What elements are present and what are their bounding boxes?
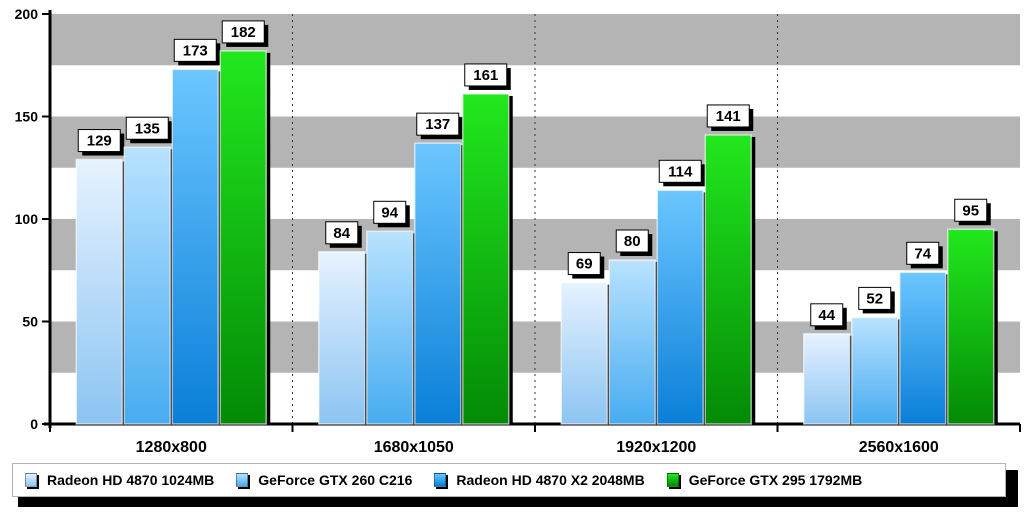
data-label-box bbox=[954, 198, 988, 222]
data-label-box bbox=[373, 200, 407, 224]
bar bbox=[947, 228, 995, 425]
data-label-box bbox=[906, 241, 940, 265]
data-label-box bbox=[706, 104, 750, 128]
data-label-box bbox=[125, 116, 169, 140]
bar bbox=[803, 333, 851, 425]
legend-item: Radeon HD 4870 X2 2048MB bbox=[434, 472, 645, 488]
x-tick-label: 1920x1200 bbox=[616, 439, 696, 456]
data-label-box bbox=[658, 159, 702, 183]
legend-label: Radeon HD 4870 X2 2048MB bbox=[456, 472, 645, 488]
data-label: 69 bbox=[576, 256, 593, 273]
data-label-box bbox=[77, 129, 121, 153]
y-tick-label: 0 bbox=[30, 416, 38, 432]
data-label: 173 bbox=[183, 42, 208, 59]
x-tick-label: 2560x1600 bbox=[859, 439, 939, 456]
y-tick-label: 50 bbox=[22, 314, 38, 330]
legend-item: GeForce GTX 295 1792MB bbox=[666, 472, 863, 488]
legend-swatch bbox=[666, 473, 679, 487]
y-tick-label: 150 bbox=[15, 109, 39, 125]
bar bbox=[560, 281, 608, 425]
legend-item: Radeon HD 4870 1024MB bbox=[25, 472, 214, 488]
bar bbox=[123, 146, 171, 425]
legend-label: GeForce GTX 260 C216 bbox=[258, 472, 413, 488]
data-label: 94 bbox=[381, 204, 398, 221]
data-label: 74 bbox=[914, 245, 931, 262]
x-tick-label: 1280x800 bbox=[136, 439, 207, 456]
data-label: 137 bbox=[425, 116, 450, 133]
legend-label: Radeon HD 4870 1024MB bbox=[47, 472, 215, 488]
data-label: 80 bbox=[624, 233, 641, 250]
data-label-box bbox=[858, 286, 892, 310]
legend-swatch bbox=[25, 473, 37, 487]
data-label: 141 bbox=[716, 108, 741, 125]
data-label-box bbox=[325, 221, 359, 245]
legend-label: GeForce GTX 295 1792MB bbox=[688, 472, 863, 488]
bar bbox=[219, 50, 267, 425]
data-label: 95 bbox=[962, 202, 979, 219]
bar bbox=[704, 134, 752, 425]
legend: Radeon HD 4870 1024MB GeForce GTX 260 C21… bbox=[12, 463, 1006, 497]
data-label-box bbox=[173, 38, 217, 62]
bar bbox=[75, 158, 123, 425]
data-label: 114 bbox=[668, 163, 693, 180]
bar bbox=[171, 68, 219, 425]
data-label: 52 bbox=[866, 290, 883, 307]
bar bbox=[318, 251, 366, 425]
legend-swatch bbox=[236, 473, 249, 487]
bar bbox=[414, 142, 462, 425]
data-label: 135 bbox=[135, 120, 160, 137]
bar bbox=[366, 230, 414, 425]
data-label-box bbox=[615, 229, 649, 253]
bar bbox=[608, 259, 656, 425]
data-label-box bbox=[221, 20, 265, 44]
x-tick-label: 1680x1050 bbox=[374, 439, 454, 456]
y-tick-label: 200 bbox=[15, 6, 39, 22]
data-label: 129 bbox=[87, 133, 112, 150]
data-label-box bbox=[416, 112, 460, 136]
y-tick-label: 100 bbox=[15, 211, 39, 227]
bar bbox=[656, 189, 704, 425]
data-label-box bbox=[464, 63, 508, 87]
data-label: 182 bbox=[231, 24, 256, 41]
bar bbox=[851, 316, 899, 425]
bar-chart: 0 50 100 150 200 129 135 173 182 1280x800 84 94 137 1… bbox=[15, 6, 1021, 456]
data-label-box bbox=[810, 303, 844, 327]
data-label-box bbox=[567, 252, 601, 276]
data-label: 44 bbox=[818, 307, 835, 324]
bar bbox=[899, 271, 947, 425]
bar bbox=[462, 93, 510, 425]
legend-swatch bbox=[434, 473, 447, 487]
data-label: 161 bbox=[473, 67, 498, 84]
data-label: 84 bbox=[333, 225, 350, 242]
legend-item: GeForce GTX 260 C216 bbox=[236, 472, 412, 488]
